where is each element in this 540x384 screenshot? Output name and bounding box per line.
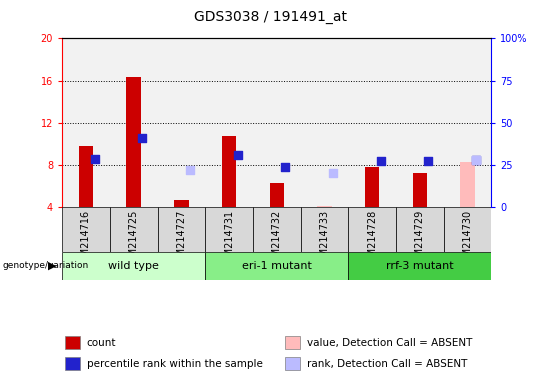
Bar <box>285 336 300 349</box>
Text: value, Detection Call = ABSENT: value, Detection Call = ABSENT <box>307 338 472 348</box>
Bar <box>205 207 253 252</box>
Bar <box>64 336 80 349</box>
Point <box>329 169 338 175</box>
Bar <box>444 207 491 252</box>
Point <box>90 156 99 162</box>
Bar <box>348 207 396 252</box>
Text: GSM214732: GSM214732 <box>272 210 282 269</box>
Bar <box>174 200 188 207</box>
Text: percentile rank within the sample: percentile rank within the sample <box>86 359 262 369</box>
Bar <box>64 357 80 370</box>
Bar <box>461 162 475 207</box>
Bar <box>222 136 236 207</box>
Bar <box>269 183 284 207</box>
Bar <box>126 78 141 207</box>
Bar <box>205 252 348 280</box>
Point <box>281 164 289 170</box>
Text: genotype/variation: genotype/variation <box>3 262 89 270</box>
Bar <box>110 207 158 252</box>
Point <box>376 158 385 164</box>
Text: GSM214731: GSM214731 <box>224 210 234 269</box>
Bar <box>62 252 205 280</box>
Text: eri-1 mutant: eri-1 mutant <box>242 261 312 271</box>
Text: wild type: wild type <box>108 261 159 271</box>
Point <box>472 157 481 163</box>
Bar <box>348 252 491 280</box>
Text: GSM214727: GSM214727 <box>177 210 186 269</box>
Point <box>186 167 194 174</box>
Bar <box>318 206 332 207</box>
Point <box>233 151 242 157</box>
Bar <box>253 207 301 252</box>
Point <box>472 157 481 163</box>
Bar <box>158 207 205 252</box>
Text: GSM214725: GSM214725 <box>129 210 139 269</box>
Text: rrf-3 mutant: rrf-3 mutant <box>386 261 454 271</box>
Point <box>424 158 433 164</box>
Bar <box>396 207 444 252</box>
Bar <box>413 172 427 207</box>
Point <box>138 135 146 141</box>
Text: GSM214728: GSM214728 <box>367 210 377 269</box>
Bar <box>285 357 300 370</box>
Bar <box>301 207 348 252</box>
Text: GSM214716: GSM214716 <box>81 210 91 269</box>
Text: GSM214730: GSM214730 <box>463 210 472 269</box>
Text: GSM214729: GSM214729 <box>415 210 425 269</box>
Text: GSM214733: GSM214733 <box>320 210 329 269</box>
Text: count: count <box>86 338 116 348</box>
Bar <box>62 207 110 252</box>
Bar <box>79 146 93 207</box>
Bar <box>365 167 379 207</box>
Text: rank, Detection Call = ABSENT: rank, Detection Call = ABSENT <box>307 359 467 369</box>
Text: GDS3038 / 191491_at: GDS3038 / 191491_at <box>193 10 347 23</box>
Text: ▶: ▶ <box>48 261 57 271</box>
